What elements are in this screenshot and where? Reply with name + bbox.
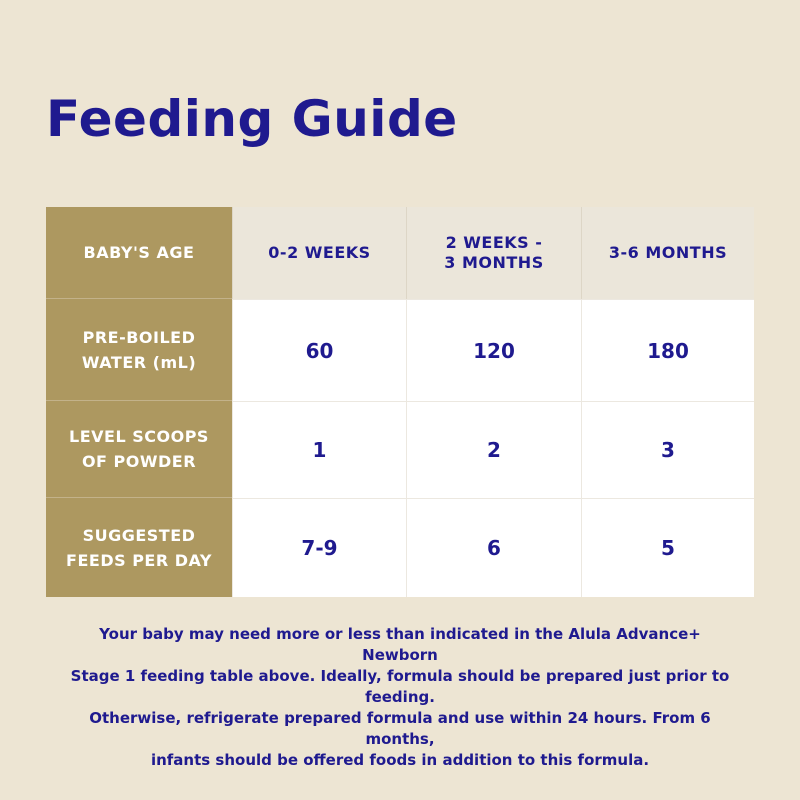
row-header-line: PRE-BOILED <box>82 327 196 347</box>
table-cell: 5 <box>581 498 754 597</box>
row-header-line: SUGGESTED <box>82 525 196 545</box>
page-title: Feeding Guide <box>46 90 458 148</box>
corner-header-babys-age: BABY'S AGE <box>46 207 232 299</box>
note-line: Otherwise, refrigerate prepared formula … <box>89 709 711 748</box>
table-cell: 120 <box>406 299 581 401</box>
row-header-level-scoops: LEVEL SCOOPS OF POWDER <box>46 401 232 498</box>
column-header-line: 3-6 MONTHS <box>608 243 728 262</box>
table-cell: 60 <box>232 299 406 401</box>
feeding-table: BABY'S AGE 0-2 WEEKS 2 WEEKS - 3 MONTHS … <box>46 207 754 597</box>
table-cell: 7-9 <box>232 498 406 597</box>
row-header-line: OF POWDER <box>81 452 197 471</box>
column-header-line: 2 WEEKS - <box>445 233 543 252</box>
feeding-note: Your baby may need more or less than ind… <box>60 624 740 771</box>
table-cell: 3 <box>581 401 754 498</box>
note-line: Your baby may need more or less than ind… <box>99 625 701 664</box>
table-cell: 2 <box>406 401 581 498</box>
table-cell: 1 <box>232 401 406 498</box>
note-line: Stage 1 feeding table above. Ideally, fo… <box>70 667 730 706</box>
column-header-2-weeks-3-months: 2 WEEKS - 3 MONTHS <box>406 207 581 299</box>
table-cell: 6 <box>406 498 581 597</box>
column-header-3-6-months: 3-6 MONTHS <box>581 207 754 299</box>
row-header-line: FEEDS PER DAY <box>66 550 212 570</box>
row-header-suggested-feeds: SUGGESTED FEEDS PER DAY <box>46 498 232 597</box>
column-header-line: 0-2 WEEKS <box>268 243 371 262</box>
row-header-line: LEVEL SCOOPS <box>69 427 209 446</box>
note-line: infants should be offered foods in addit… <box>150 751 650 769</box>
column-header-line: 3 MONTHS <box>444 253 544 272</box>
row-header-pre-boiled-water: PRE-BOILED WATER (mL) <box>46 299 232 401</box>
table-cell: 180 <box>581 299 754 401</box>
column-header-0-2-weeks: 0-2 WEEKS <box>232 207 406 299</box>
row-header-line: WATER (mL) <box>81 352 197 372</box>
